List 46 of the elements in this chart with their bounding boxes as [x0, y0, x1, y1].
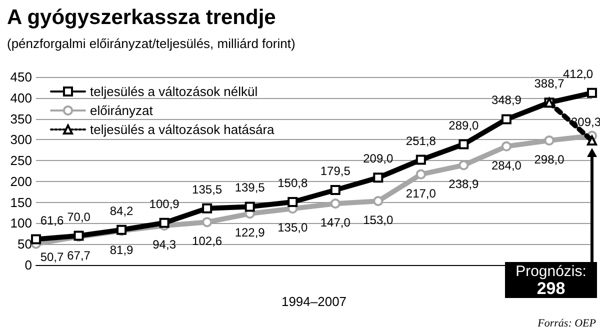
- y-tick-label: 300: [10, 132, 32, 148]
- data-label: 217,0: [406, 186, 436, 200]
- data-label: 100,9: [149, 196, 180, 211]
- data-label: 179,5: [320, 164, 351, 178]
- data-label: 284,0: [491, 158, 522, 172]
- annotation: Prognózis:: [516, 263, 586, 280]
- data-label: 50,7: [40, 250, 64, 264]
- y-tick-label: 100: [10, 216, 32, 231]
- legend-label: teljesülés a változások nélkül: [90, 84, 258, 99]
- y-tick-label: 200: [10, 174, 32, 189]
- data-label: 238,9: [448, 177, 480, 192]
- y-tick-label: 150: [10, 194, 32, 210]
- data-label: 388,7: [534, 76, 565, 91]
- data-label: 135,5: [192, 182, 222, 196]
- data-label: 147,0: [320, 216, 351, 230]
- data-label: 61,6: [40, 213, 64, 228]
- data-label: 102,6: [192, 234, 222, 248]
- data-label: 412,0: [562, 66, 594, 81]
- chart-subtitle: (pénzforgalmi előirányzat/teljesülés, milliárd forint): [7, 36, 296, 51]
- data-label: 209,0: [363, 152, 394, 166]
- y-tick-label: 450: [10, 70, 32, 84]
- data-label: 139,5: [234, 180, 266, 195]
- x-axis-title: 1994–2007: [281, 294, 347, 309]
- y-tick-label: 350: [10, 111, 32, 126]
- data-label: 67,7: [67, 248, 91, 263]
- text: 298: [536, 279, 566, 298]
- data-label: 122,9: [234, 226, 266, 240]
- data-label: 70,0: [67, 210, 91, 224]
- legend-label: teljesülés a változások hatására: [90, 122, 276, 137]
- y-tick-label: 250: [10, 153, 32, 168]
- data-label: 298,0: [534, 152, 565, 166]
- data-label: 135,0: [278, 220, 308, 235]
- legend-label: előirányzat: [90, 103, 154, 118]
- y-tick-label: 50: [18, 236, 32, 252]
- data-label: 251,8: [406, 134, 436, 148]
- chart-title: A gyógyszerkassza trendje: [7, 6, 276, 29]
- data-label: 84,2: [110, 204, 134, 218]
- data-label: 94,3: [152, 238, 176, 252]
- y-tick-label: 400: [10, 90, 32, 106]
- data-label: 348,9: [491, 93, 522, 108]
- data-label: 150,8: [278, 176, 308, 190]
- text: Forrás: OEP: [536, 318, 596, 330]
- data-label: 153,0: [363, 213, 394, 228]
- data-label: 289,0: [448, 118, 480, 132]
- data-label: 81,9: [110, 242, 134, 257]
- y-tick-label: 0: [24, 258, 32, 272]
